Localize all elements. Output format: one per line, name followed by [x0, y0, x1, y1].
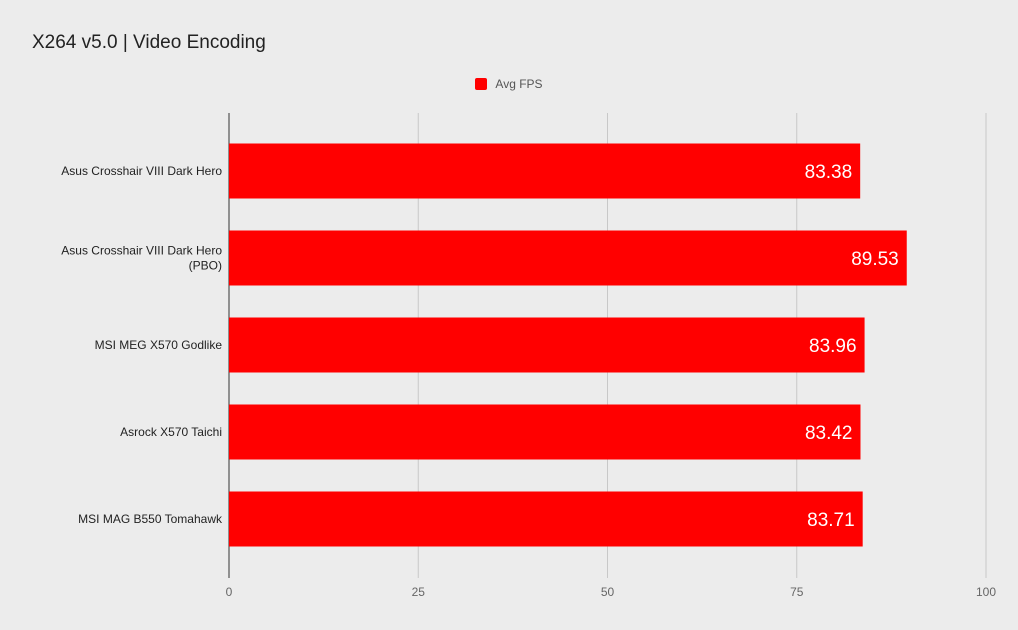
legend: Avg FPS [0, 77, 1018, 91]
x-tick-label: 100 [976, 585, 996, 599]
chart-title: X264 v5.0 | Video Encoding [32, 32, 266, 53]
data-label: 83.38 [805, 162, 853, 183]
data-label: 83.96 [809, 336, 857, 357]
legend-label: Avg FPS [495, 77, 543, 91]
x-tick-label: 25 [412, 585, 426, 599]
category-label: MSI MAG B550 Tomahawk [78, 512, 223, 526]
bar [229, 230, 907, 286]
data-label: 83.71 [807, 510, 855, 531]
x-tick-label: 50 [601, 585, 615, 599]
legend-swatch [475, 78, 488, 90]
x-tick-label: 75 [790, 585, 804, 599]
data-label: 83.42 [805, 423, 853, 444]
data-label: 89.53 [851, 249, 899, 270]
category-label: MSI MEG X570 Godlike [95, 338, 223, 352]
bar [229, 317, 865, 373]
category-label: (PBO) [189, 259, 222, 273]
bar [229, 404, 861, 460]
category-label: Asus Crosshair VIII Dark Hero [61, 164, 222, 178]
bar [229, 143, 861, 199]
bar [229, 491, 863, 547]
category-label: Asus Crosshair VIII Dark Hero [61, 244, 222, 258]
x-tick-label: 0 [226, 585, 233, 599]
category-label: Asrock X570 Taichi [120, 425, 222, 439]
